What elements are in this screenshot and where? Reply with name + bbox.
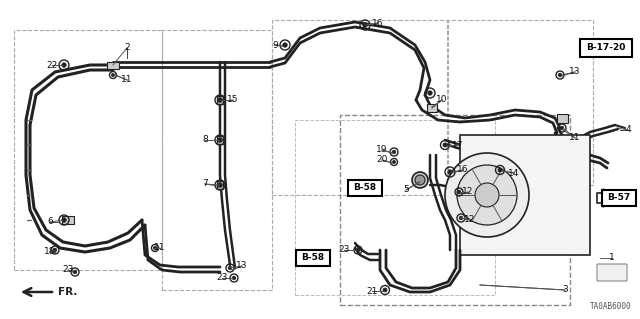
Text: 13: 13 (236, 262, 248, 271)
Text: 13: 13 (569, 68, 580, 77)
FancyBboxPatch shape (348, 180, 382, 196)
Text: 14: 14 (508, 168, 520, 177)
Text: 3: 3 (562, 286, 568, 294)
Bar (62, 216, 74, 224)
Circle shape (498, 168, 502, 172)
Circle shape (443, 143, 447, 147)
Text: 22: 22 (46, 61, 58, 70)
Bar (14, 30, 162, 270)
Circle shape (111, 73, 115, 77)
Text: 16: 16 (457, 166, 468, 174)
Text: 23: 23 (216, 273, 228, 283)
Circle shape (363, 23, 367, 27)
Circle shape (415, 175, 425, 185)
Text: 11: 11 (154, 243, 166, 253)
FancyBboxPatch shape (597, 264, 627, 281)
Bar (460, 135, 590, 255)
Circle shape (558, 73, 562, 77)
Bar (107, 62, 119, 69)
Polygon shape (217, 181, 223, 189)
Circle shape (218, 98, 222, 102)
Text: 1: 1 (609, 254, 615, 263)
Circle shape (475, 183, 499, 207)
Circle shape (412, 172, 428, 188)
Text: FR.: FR. (58, 287, 77, 297)
Text: 23: 23 (339, 246, 349, 255)
Text: 18: 18 (44, 248, 56, 256)
Circle shape (228, 266, 232, 270)
Bar (448, 20, 593, 185)
Text: B-58: B-58 (301, 254, 324, 263)
Bar (557, 114, 568, 122)
Text: 8: 8 (202, 136, 208, 145)
Text: B-17-20: B-17-20 (586, 43, 626, 53)
Circle shape (460, 216, 463, 220)
FancyBboxPatch shape (602, 190, 636, 206)
Text: 23: 23 (62, 265, 74, 275)
Polygon shape (217, 96, 223, 104)
Text: 12: 12 (464, 216, 476, 225)
Circle shape (560, 126, 564, 130)
Text: 19: 19 (376, 145, 388, 154)
Text: 16: 16 (372, 19, 384, 27)
Circle shape (61, 63, 67, 67)
Circle shape (356, 248, 360, 252)
Circle shape (448, 170, 452, 174)
Text: 7: 7 (202, 180, 208, 189)
Circle shape (61, 218, 67, 222)
Text: 10: 10 (436, 95, 448, 105)
Bar (272, 20, 447, 195)
Circle shape (445, 153, 529, 237)
Text: 5: 5 (403, 186, 409, 195)
Text: TA0AB6000: TA0AB6000 (590, 302, 632, 311)
Text: 20: 20 (376, 155, 388, 165)
Text: B-58: B-58 (353, 183, 376, 192)
Circle shape (457, 190, 461, 194)
Bar (340, 115, 570, 305)
Circle shape (383, 288, 387, 292)
Text: 6: 6 (47, 218, 53, 226)
Bar (427, 104, 437, 112)
Text: B-57: B-57 (607, 194, 630, 203)
Text: 11: 11 (569, 133, 580, 143)
Circle shape (428, 91, 432, 95)
Circle shape (283, 43, 287, 47)
Polygon shape (217, 136, 223, 144)
FancyBboxPatch shape (580, 39, 632, 57)
Text: 4: 4 (625, 125, 631, 135)
Circle shape (218, 138, 222, 142)
Circle shape (232, 276, 236, 280)
Circle shape (218, 183, 222, 187)
FancyBboxPatch shape (296, 250, 330, 266)
Text: 12: 12 (462, 188, 474, 197)
Text: 21: 21 (366, 286, 378, 295)
Text: 2: 2 (124, 43, 130, 53)
Circle shape (392, 150, 396, 154)
Circle shape (392, 160, 396, 164)
Circle shape (457, 165, 517, 225)
Circle shape (53, 248, 57, 252)
Text: 15: 15 (227, 95, 239, 105)
Bar (295, 120, 495, 295)
Bar (162, 30, 272, 290)
Text: 9: 9 (272, 41, 278, 49)
Circle shape (154, 246, 157, 249)
Text: 17: 17 (452, 140, 464, 150)
Circle shape (73, 270, 77, 274)
Text: 11: 11 (121, 76, 132, 85)
